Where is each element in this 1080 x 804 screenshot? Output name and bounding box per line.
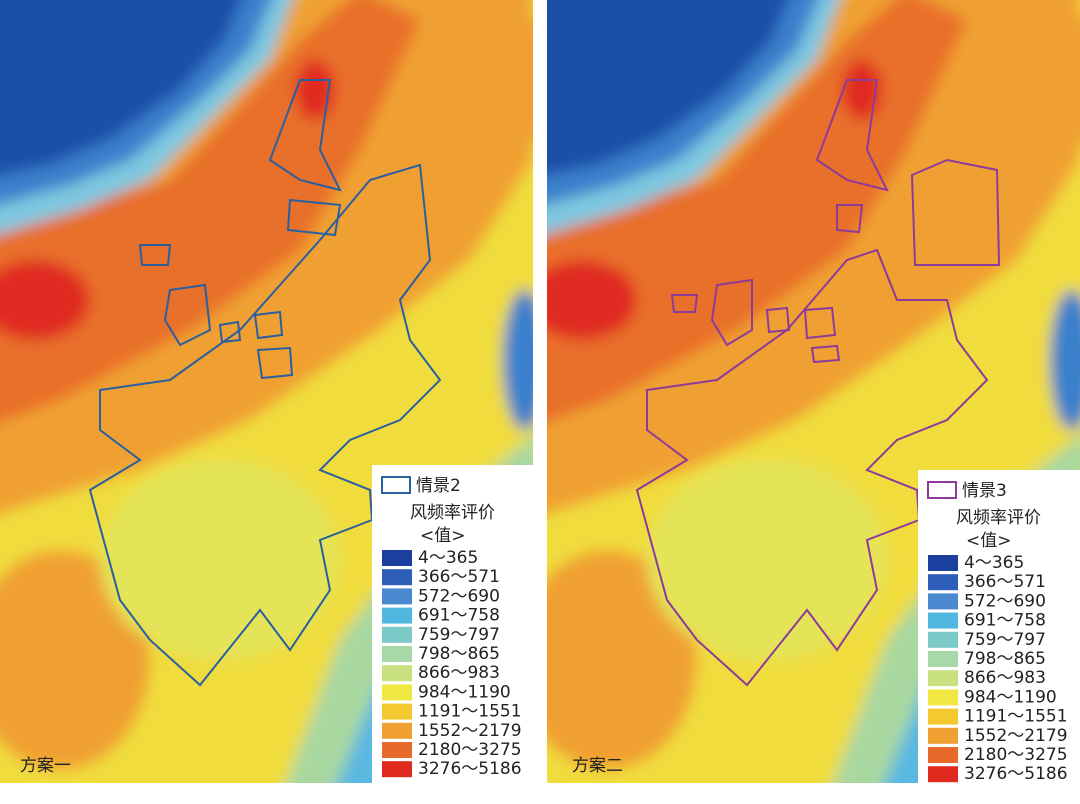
legend-label: 798～865 [964, 649, 1046, 669]
outline [635, 79, 1001, 687]
legend-swatch [928, 766, 958, 783]
outline [88, 79, 442, 687]
legend-swatch [382, 703, 412, 720]
legend-swatch [382, 588, 412, 605]
legend-swatch [928, 651, 958, 667]
legend-subtitle: <值> [420, 526, 466, 546]
panel-label: 方案二 [572, 756, 623, 776]
legend-label: 691～758 [418, 606, 500, 626]
legend-swatch [928, 574, 958, 591]
legend-swatch [928, 593, 958, 610]
legend-swatch [382, 626, 412, 643]
legend-label: 798～865 [418, 644, 500, 664]
legend-label: 759～797 [964, 630, 1046, 650]
legend-label: 4～365 [418, 548, 478, 568]
legend-label: 691～758 [964, 611, 1046, 631]
panel: 方案二 [517, 0, 1080, 800]
legend-swatch [382, 550, 412, 566]
scenario-swatch [381, 476, 411, 494]
legend-label: 2180～3275 [418, 740, 522, 760]
legend-swatch [382, 722, 412, 739]
legend-swatch [382, 569, 412, 586]
legend-label: 866～983 [418, 663, 500, 683]
panel: 方案一 [0, 0, 560, 800]
legend-swatch [928, 708, 958, 725]
scenario-swatch [927, 481, 957, 499]
legend: 情景3 风频率评价 <值>4～365366～571572～690691～758759… [918, 470, 1080, 790]
legend-label: 984～1190 [964, 687, 1057, 707]
legend-label: 1191～1551 [418, 702, 522, 722]
legend-swatch [928, 727, 958, 744]
legend: 情景2 风频率评价 <值>4～365366～571572～690691～758759… [372, 465, 534, 785]
legend-swatch [382, 742, 412, 758]
legend-label: 1552～2179 [964, 726, 1068, 746]
legend-swatch [928, 747, 958, 763]
legend-label: 1191～1551 [964, 707, 1068, 727]
legend-title: 风频率评价 [956, 508, 1041, 528]
legend-label: 2180～3275 [964, 745, 1068, 765]
legend-label: 3276～5186 [964, 764, 1068, 784]
legend-title: 风频率评价 [410, 503, 495, 523]
legend-swatch [382, 646, 412, 662]
legend-label: 4～365 [964, 553, 1024, 573]
legend-label: 759～797 [418, 625, 500, 645]
legend-label: 366～571 [418, 567, 500, 587]
scenario-label: 情景2 [416, 476, 461, 496]
legend-swatch [382, 607, 412, 624]
legend-label: 366～571 [964, 572, 1046, 592]
legend-label: 1552～2179 [418, 721, 522, 741]
legend-label: 572～690 [964, 591, 1046, 611]
legend-swatch [382, 684, 412, 701]
legend-label: 572～690 [418, 586, 500, 606]
legend-swatch [928, 555, 958, 571]
scenario-label: 情景3 [962, 481, 1007, 501]
legend-swatch [928, 612, 958, 629]
legend-subtitle: <值> [966, 531, 1012, 551]
legend-label: 984～1190 [418, 682, 511, 702]
legend-swatch [928, 670, 958, 687]
legend-swatch [928, 631, 958, 648]
panel-label: 方案一 [20, 756, 71, 776]
legend-swatch [928, 689, 958, 706]
legend-swatch [382, 761, 412, 778]
legend-label: 3276～5186 [418, 759, 522, 779]
legend-label: 866～983 [964, 668, 1046, 688]
legend-swatch [382, 665, 412, 682]
